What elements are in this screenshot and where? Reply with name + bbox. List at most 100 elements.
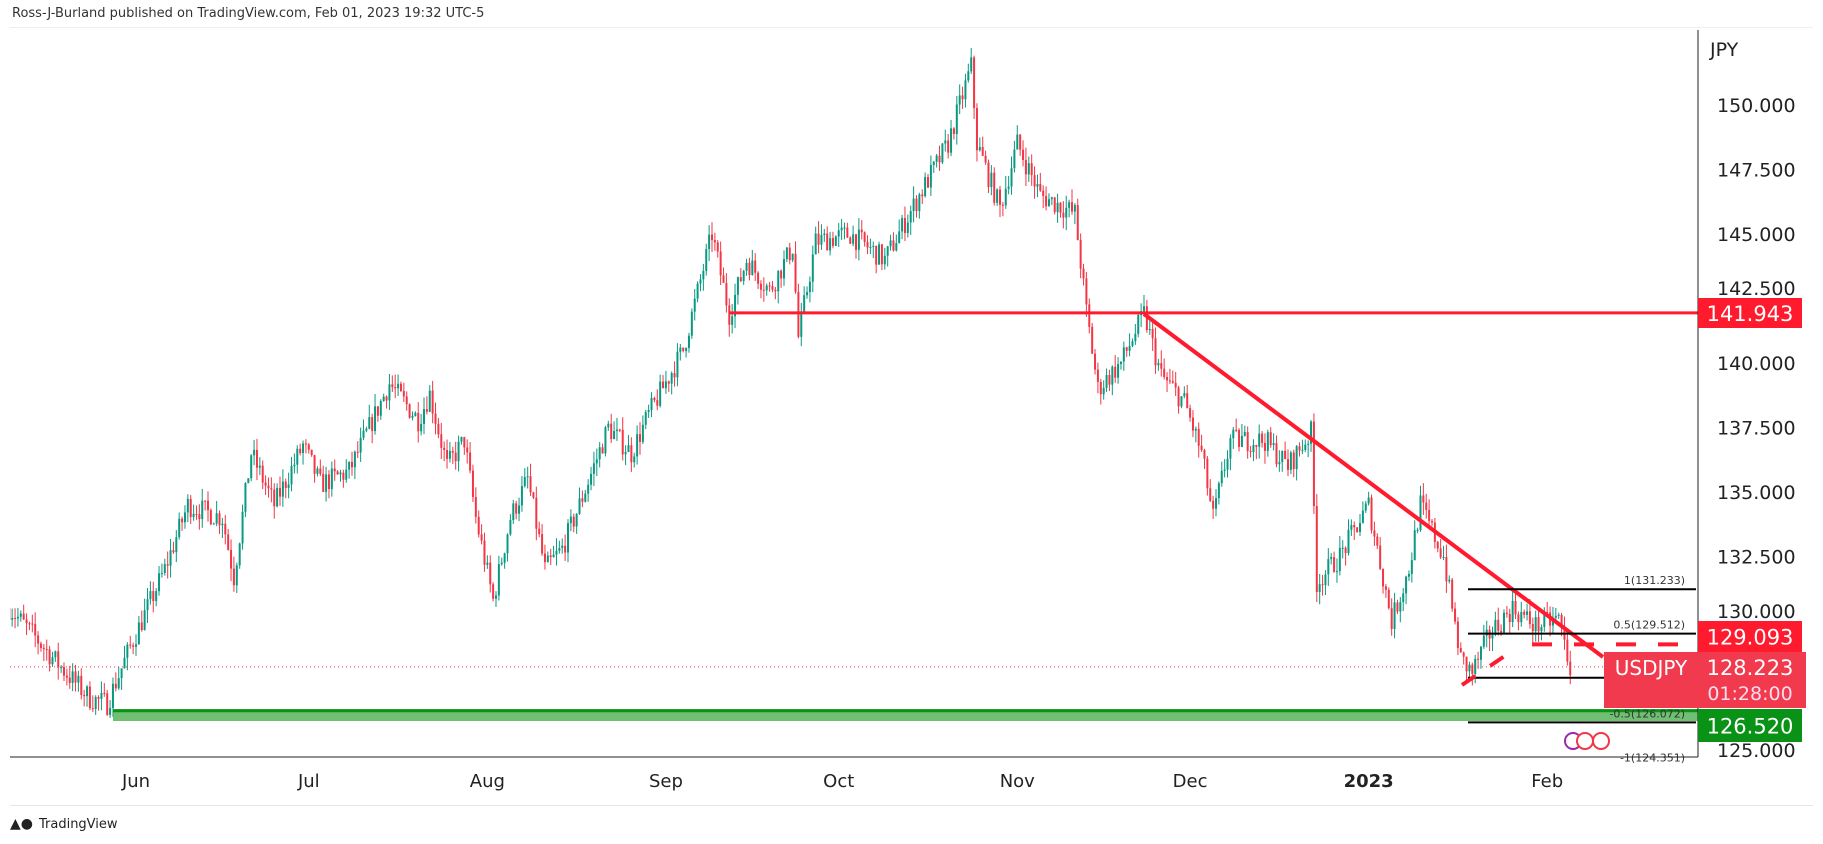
candle bbox=[777, 270, 780, 292]
fib-level-label: -1(124.351) bbox=[1620, 752, 1685, 765]
candle bbox=[1281, 450, 1284, 463]
candle bbox=[120, 668, 123, 679]
candle bbox=[1454, 608, 1457, 622]
candle bbox=[359, 437, 362, 453]
candle bbox=[947, 140, 950, 153]
candle bbox=[627, 445, 630, 453]
candle bbox=[731, 316, 734, 325]
candle bbox=[1226, 458, 1229, 470]
candle bbox=[1359, 522, 1361, 533]
candle bbox=[1459, 647, 1462, 653]
candle bbox=[313, 455, 316, 474]
candle bbox=[662, 381, 665, 389]
candle bbox=[1235, 429, 1238, 431]
candle bbox=[883, 255, 886, 265]
candle bbox=[955, 104, 958, 135]
candle bbox=[1220, 470, 1223, 484]
time-tick-label: Aug bbox=[470, 771, 505, 792]
candle bbox=[60, 667, 63, 669]
candle bbox=[837, 230, 840, 237]
candle bbox=[808, 281, 811, 293]
candle bbox=[489, 562, 492, 585]
candle bbox=[523, 477, 526, 487]
candle bbox=[1033, 175, 1036, 187]
candle bbox=[1364, 503, 1367, 511]
candle bbox=[1396, 602, 1399, 612]
candle bbox=[1393, 602, 1396, 629]
candle bbox=[207, 500, 209, 511]
candle bbox=[351, 461, 353, 468]
candle bbox=[1010, 168, 1013, 187]
candle bbox=[869, 246, 872, 248]
candle bbox=[14, 618, 17, 620]
candle bbox=[1295, 446, 1298, 470]
candle bbox=[739, 277, 742, 282]
candle bbox=[682, 347, 685, 351]
candle bbox=[1410, 560, 1413, 574]
price-chart[interactable]: 1(131.233) 0.5(129.512) -0.5(126.072) -1(12… bbox=[0, 0, 1823, 800]
candle bbox=[1082, 268, 1085, 279]
candle bbox=[641, 424, 644, 442]
candle bbox=[261, 465, 264, 483]
rising-dashed-line bbox=[1460, 647, 1517, 687]
candle bbox=[1079, 239, 1082, 269]
candle bbox=[1272, 443, 1275, 446]
candle bbox=[287, 484, 290, 488]
candle bbox=[486, 562, 489, 565]
candle bbox=[1344, 547, 1347, 554]
candle bbox=[967, 71, 970, 81]
level-price-label: 129.093 bbox=[1707, 626, 1794, 650]
candle bbox=[587, 484, 590, 494]
candle bbox=[224, 523, 227, 535]
candle bbox=[552, 554, 555, 558]
candle bbox=[1445, 556, 1448, 582]
candle bbox=[460, 437, 463, 442]
candle bbox=[376, 406, 379, 416]
time-tick-label: Feb bbox=[1531, 771, 1563, 792]
candle bbox=[1174, 382, 1177, 388]
candle bbox=[803, 295, 806, 312]
candle bbox=[990, 172, 993, 188]
candle bbox=[843, 227, 846, 229]
candle bbox=[457, 441, 460, 462]
candle bbox=[1425, 502, 1428, 510]
candle bbox=[88, 686, 91, 709]
support-price-label-bg bbox=[1698, 709, 1802, 742]
candle bbox=[725, 282, 728, 306]
candle bbox=[1255, 444, 1258, 447]
candle bbox=[477, 516, 480, 535]
candle bbox=[852, 234, 855, 244]
candle bbox=[541, 534, 544, 554]
candle bbox=[618, 429, 621, 431]
candle bbox=[425, 409, 428, 412]
candle bbox=[1413, 530, 1416, 561]
tradingview-brand[interactable]: ▲● TradingView bbox=[10, 816, 118, 832]
candle bbox=[1361, 510, 1364, 523]
candle bbox=[702, 270, 705, 280]
candle bbox=[757, 272, 760, 284]
candle bbox=[944, 140, 947, 144]
candle bbox=[1468, 664, 1471, 672]
candle bbox=[1540, 626, 1543, 632]
candle bbox=[924, 177, 927, 197]
candle bbox=[1338, 547, 1341, 572]
candle bbox=[621, 429, 624, 455]
candle bbox=[1569, 661, 1572, 676]
plot-area bbox=[10, 48, 1698, 724]
candle bbox=[970, 57, 973, 72]
divider bbox=[10, 805, 1813, 806]
price-tick-label: 145.000 bbox=[1717, 224, 1796, 246]
candle bbox=[898, 231, 901, 244]
candle bbox=[817, 233, 820, 245]
candle bbox=[564, 545, 567, 553]
candle bbox=[215, 513, 218, 524]
candle bbox=[736, 277, 739, 295]
candle bbox=[431, 390, 434, 414]
candle bbox=[903, 218, 906, 233]
time-tick-label: Jul bbox=[297, 771, 320, 792]
candle bbox=[1405, 576, 1408, 594]
candle bbox=[446, 450, 449, 459]
candle bbox=[878, 244, 881, 265]
divider bbox=[10, 27, 1813, 28]
candle bbox=[195, 513, 198, 515]
